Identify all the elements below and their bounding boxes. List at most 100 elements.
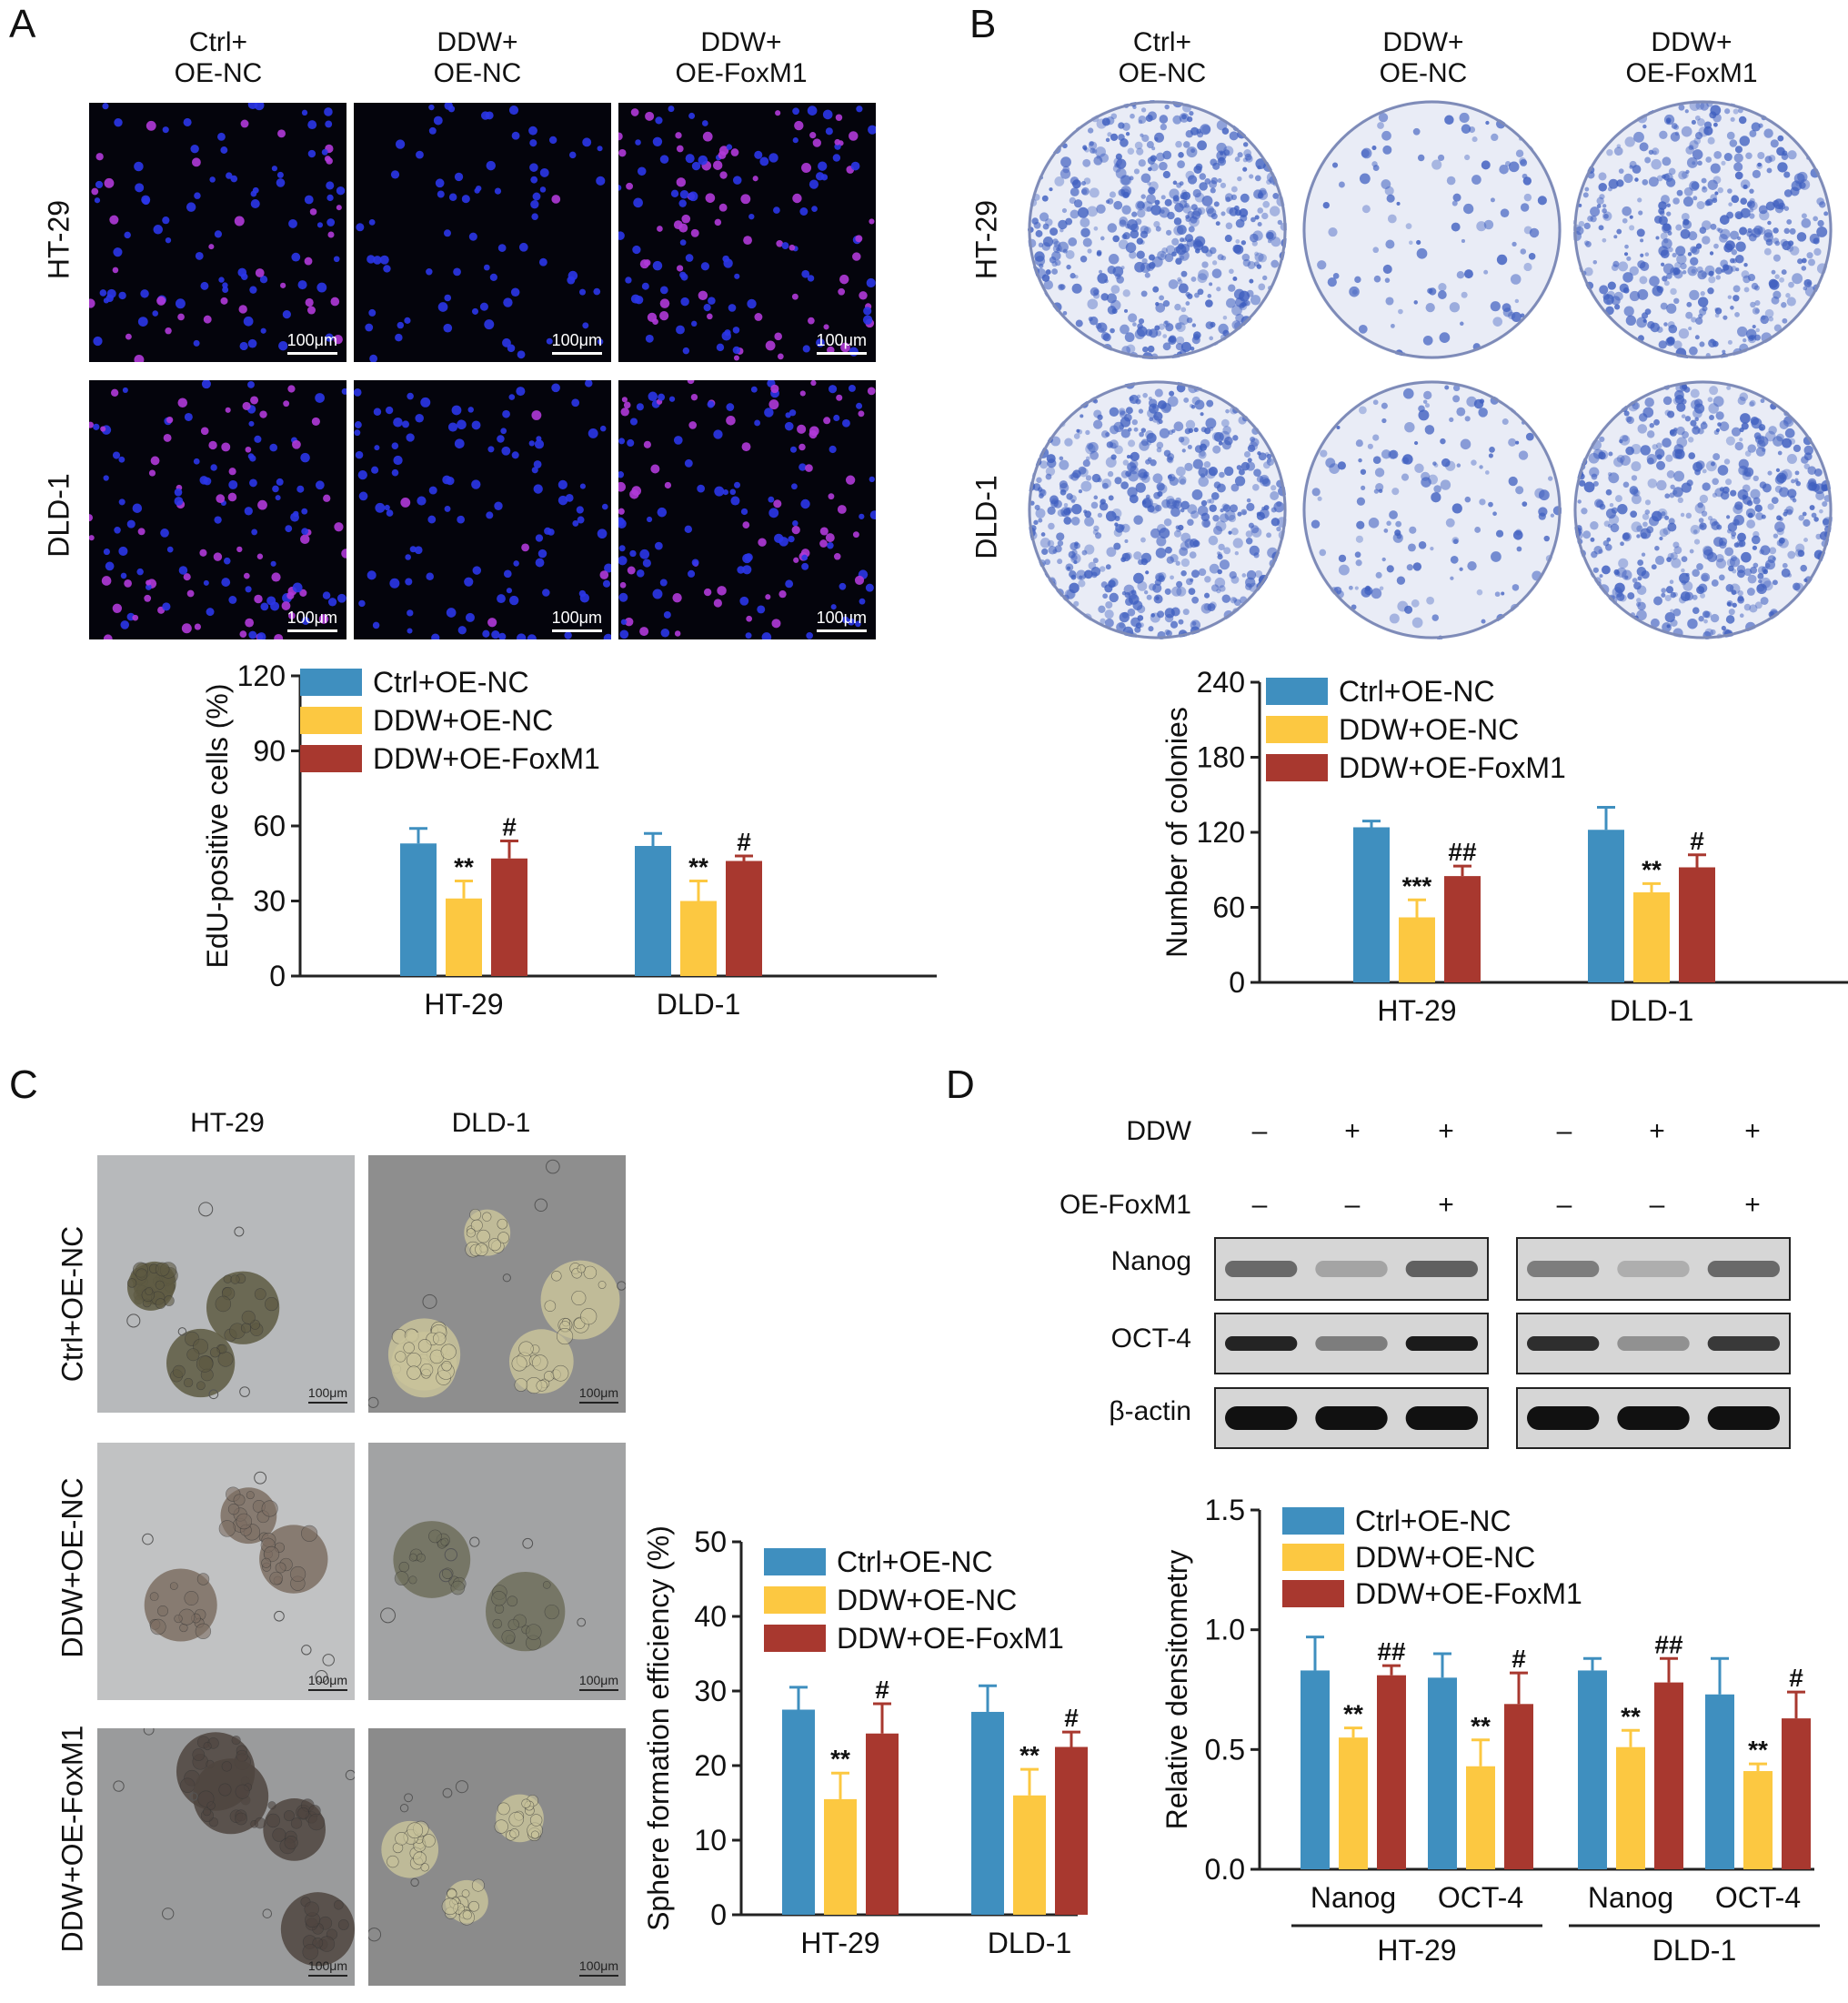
bar [726,861,762,976]
sign: + [1744,1116,1761,1146]
significance-mark: # [1064,1704,1079,1732]
bar [1055,1746,1088,1915]
scale-bar: 100μm [816,609,867,632]
y-tick-label: 0.0 [1205,1853,1245,1886]
legend-swatch [764,1625,826,1652]
panel-a-header-1: Ctrl+ OE-NC [174,27,263,88]
y-tick-label: 20 [694,1749,727,1782]
significance-mark: ** [1642,855,1662,883]
panel-b-header-3: DDW+ OE-FoxM1 [1625,27,1758,88]
y-tick-label: 40 [694,1600,727,1633]
panel-c-header-1: HT-29 [190,1108,265,1138]
x-tick-label: HT-29 [800,1927,879,1959]
legend-label: DDW+OE-FoxM1 [837,1622,1064,1655]
bar [866,1733,899,1915]
sphere-image-dld1-ddw: 100μm [368,1443,626,1700]
x-tick-label: OCT-4 [1438,1881,1523,1914]
bar [1616,1746,1645,1869]
bar [446,898,482,976]
x-tick-label: HT-29 [424,988,503,1021]
fluor-image-dld1-foxm1: 100μm [618,380,876,639]
sign: – [1556,1190,1572,1220]
significance-mark: ** [1471,1712,1491,1740]
bar [1466,1766,1495,1869]
bar [635,846,671,976]
legend-swatch [1266,716,1328,743]
legend-swatch [300,669,362,696]
legend-swatch [1282,1507,1344,1535]
legend-label: DDW+OE-NC [1355,1541,1535,1574]
sphere-image-dld1-ctrl: 100μm [368,1155,626,1413]
y-axis-label: EdU-positive cells (%) [201,684,234,969]
bar [1705,1694,1734,1869]
sign: + [1438,1116,1454,1146]
scale-bar: 100μm [551,609,602,632]
panel-c-header-2: DLD-1 [451,1108,531,1138]
blot-nanog-dld1 [1516,1237,1791,1301]
panel-c-label: C [9,1062,38,1107]
colony-dish-ht29-ctrl [1028,100,1287,359]
y-tick-label: 0 [710,1898,727,1931]
bar [1339,1737,1368,1869]
significance-mark: *** [1402,871,1432,900]
bar [1504,1704,1533,1869]
legend-label: DDW+OE-NC [373,704,553,737]
bar [400,843,437,976]
x-tick-label: DLD-1 [657,988,740,1021]
x-tick-label: Nanog [1588,1881,1673,1914]
fluor-image-dld1-ctrl: 100μm [89,380,346,639]
sign: + [1438,1190,1454,1220]
panel-a-header-3: DDW+ OE-FoxM1 [675,27,808,88]
y-tick-label: 1.0 [1205,1614,1245,1646]
bar [1013,1795,1046,1915]
bar [491,858,527,976]
legend-label: DDW+OE-NC [837,1584,1017,1616]
legend-swatch [1266,678,1328,705]
y-axis-label: Relative densitometry [1160,1550,1193,1830]
bar [1588,830,1624,982]
significance-mark: ## [1448,838,1477,866]
y-tick-label: 90 [253,735,286,768]
x-tick-label: OCT-4 [1715,1881,1801,1914]
bar [1633,892,1670,982]
panel-b-label: B [969,2,997,46]
legend-label: Ctrl+OE-NC [1339,675,1495,708]
x-tick-label: DLD-1 [1610,994,1693,1027]
bar [1301,1670,1330,1869]
panel-a-header-2: DDW+ OE-NC [433,27,522,88]
y-tick-label: 0 [269,960,286,992]
colony-dish-ht29-foxm1 [1573,100,1833,359]
scale-bar: 100μm [816,331,867,355]
blot-oct4-dld1 [1516,1313,1791,1374]
sign: – [1556,1116,1572,1146]
bar [971,1711,1004,1915]
scale-bar: 100μm [551,331,602,355]
sign: – [1649,1190,1665,1220]
blot-nanog-ht29 [1214,1237,1489,1301]
scale-bar: 100μm [286,609,337,632]
y-axis-label: Sphere formation efficiency (%) [642,1525,675,1931]
fluor-image-ht29-ctrl: 100μm [89,103,346,362]
bar [1578,1670,1607,1869]
bar [782,1709,815,1915]
scale-bar: 100μm [286,331,337,355]
blot-label-actin: β-actin [1109,1396,1191,1426]
blot-actin-dld1 [1516,1387,1791,1449]
significance-mark: ** [454,853,474,881]
y-tick-label: 1.5 [1205,1494,1245,1526]
group-label: DLD-1 [1652,1934,1736,1967]
bar [1743,1771,1773,1869]
wb-row-ddw: DDW [1126,1116,1191,1146]
legend-swatch [764,1548,826,1575]
significance-mark: ## [1377,1637,1406,1666]
significance-mark: # [875,1676,889,1704]
significance-mark: ** [1748,1736,1768,1764]
y-tick-label: 120 [237,659,286,692]
panel-b-header-2: DDW+ OE-NC [1379,27,1468,88]
bar [1679,867,1715,982]
significance-mark: # [737,828,751,856]
sign: – [1251,1116,1268,1146]
